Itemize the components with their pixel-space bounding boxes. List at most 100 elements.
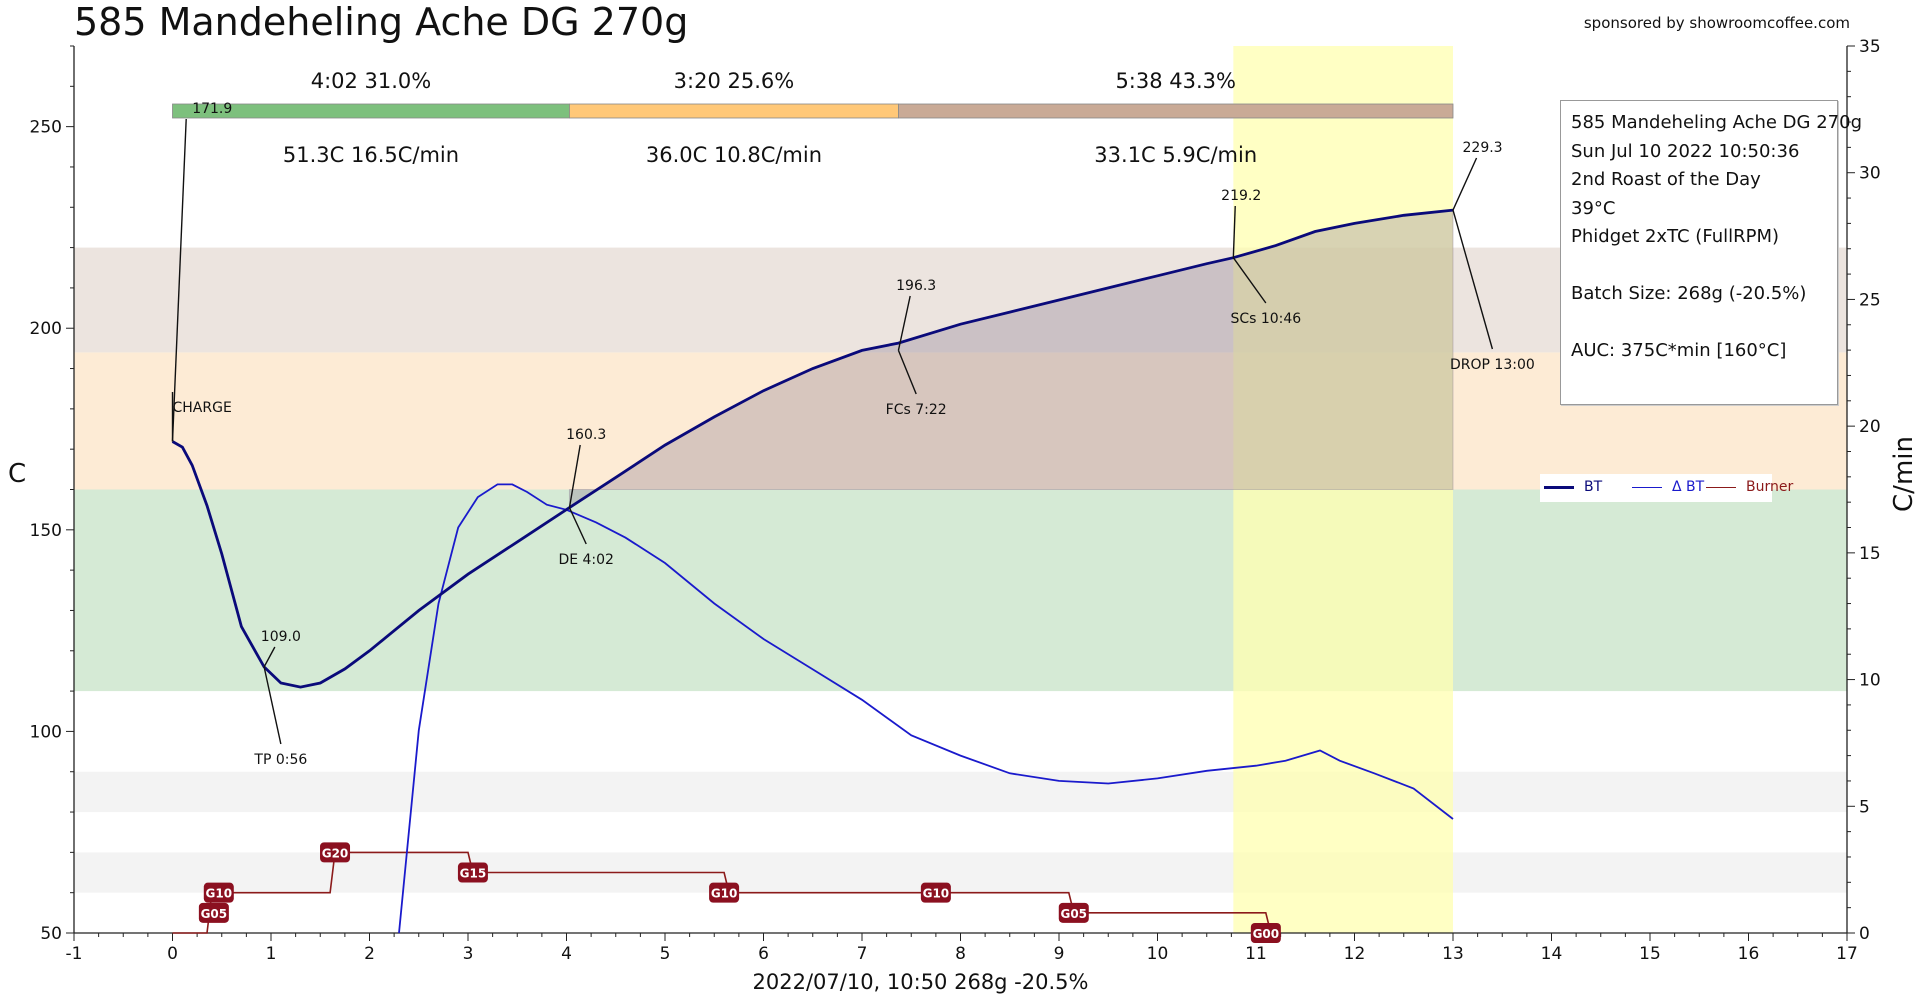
annotation-event: DROP 13:00 bbox=[1450, 357, 1535, 373]
legend-swatch bbox=[1544, 485, 1574, 489]
y-tick-label: 50 bbox=[40, 924, 62, 944]
annotation-value: 219.2 bbox=[1221, 188, 1261, 204]
x-tick-label: 0 bbox=[167, 944, 178, 964]
burner-tag-label: G05 bbox=[1060, 907, 1087, 921]
annotation-leader bbox=[171, 118, 187, 442]
y2-tick-label: 0 bbox=[1859, 924, 1870, 944]
annotation-leader bbox=[897, 350, 917, 395]
x-tick-label: 13 bbox=[1442, 944, 1464, 964]
burner-tag bbox=[203, 882, 234, 903]
x-tick-label: 10 bbox=[1147, 944, 1169, 964]
legend-label: BT bbox=[1584, 479, 1603, 495]
phase-bar-segment bbox=[898, 103, 1454, 119]
x-tick-label: 9 bbox=[1054, 944, 1065, 964]
burner-tag bbox=[320, 842, 351, 863]
y2-tick-label: 20 bbox=[1859, 417, 1881, 437]
x-tick-label: 12 bbox=[1344, 944, 1366, 964]
burner-tag-label: G10 bbox=[923, 887, 950, 901]
phase-band bbox=[74, 247, 1847, 353]
info-line: AUC: 375C*min [160°C] bbox=[1571, 340, 1787, 361]
roast-info-box: 585 Mandeheling Ache DG 270g Sun Jul 10 … bbox=[1560, 100, 1862, 405]
y-tick-label: 100 bbox=[30, 722, 62, 742]
x-tick-label: 5 bbox=[660, 944, 671, 964]
annotation-leader bbox=[897, 295, 911, 351]
x-tick-label: 16 bbox=[1738, 944, 1760, 964]
annotation-value: 160.3 bbox=[566, 427, 606, 443]
burner-tag-label: G05 bbox=[201, 907, 228, 921]
x-tick-label: 11 bbox=[1245, 944, 1267, 964]
annotation-event: CHARGE bbox=[173, 400, 232, 416]
annotation-value: 109.0 bbox=[261, 629, 301, 645]
legend-swatch bbox=[1632, 486, 1662, 488]
burner-tag-label: G10 bbox=[206, 887, 233, 901]
annotation-leader bbox=[263, 666, 282, 745]
phase-band bbox=[74, 489, 1847, 692]
y-axis-label: C bbox=[8, 459, 26, 489]
y2-tick-label: 5 bbox=[1859, 797, 1870, 817]
y2-tick-label: 15 bbox=[1859, 544, 1881, 564]
y2-axis-label: C/min bbox=[1889, 436, 1919, 512]
phase-bar-segment bbox=[569, 103, 899, 119]
phase-time-label: 4:02 31.0% bbox=[311, 69, 432, 93]
burner-tag-label: G10 bbox=[711, 887, 738, 901]
legend-label: Burner bbox=[1746, 479, 1794, 495]
info-line: 585 Mandeheling Ache DG 270g bbox=[1571, 112, 1862, 133]
annotation-event: SCs 10:46 bbox=[1230, 311, 1301, 327]
legend-label: Δ BT bbox=[1672, 479, 1705, 495]
legend-item-burner[interactable]: Burner bbox=[1706, 479, 1793, 495]
x-tick-label: -1 bbox=[66, 944, 83, 964]
info-line bbox=[1571, 252, 1837, 281]
development-window bbox=[1233, 46, 1453, 933]
x-tick-label: 6 bbox=[758, 944, 769, 964]
chart-legend[interactable]: BT Δ BT Burner bbox=[1540, 474, 1793, 502]
burner-tag-label: G20 bbox=[322, 846, 349, 860]
series-bt-line bbox=[171, 208, 1454, 689]
phase-band bbox=[74, 771, 1847, 813]
annotation-event: FCs 7:22 bbox=[886, 402, 947, 418]
x-tick-label: 2 bbox=[364, 944, 375, 964]
chart-title: 585 Mandeheling Ache DG 270g bbox=[74, 0, 689, 44]
phase-time-label: 5:38 43.3% bbox=[1115, 69, 1236, 93]
x-axis-label: 2022/07/10, 10:50 268g -20.5% bbox=[753, 970, 1089, 994]
y-tick-label: 150 bbox=[30, 521, 62, 541]
annotation-value: 171.9 bbox=[192, 101, 232, 117]
burner-tag bbox=[457, 862, 488, 883]
annotation-event: TP 0:56 bbox=[253, 752, 307, 768]
series-delta-bt-line bbox=[398, 483, 1454, 934]
phase-ror-label: 36.0C 10.8C/min bbox=[646, 143, 822, 167]
phase-band bbox=[74, 352, 1847, 490]
y2-tick-label: 30 bbox=[1859, 164, 1881, 184]
y-tick-label: 250 bbox=[30, 118, 62, 138]
x-tick-label: 15 bbox=[1639, 944, 1661, 964]
x-tick-label: 8 bbox=[955, 944, 966, 964]
burner-tag bbox=[1058, 902, 1089, 923]
annotation-leader bbox=[1232, 205, 1236, 258]
burner-tag-label: G00 bbox=[1253, 927, 1280, 941]
info-line: 2nd Roast of the Day bbox=[1571, 169, 1761, 190]
info-line: Sun Jul 10 2022 10:50:36 bbox=[1571, 140, 1800, 162]
info-line: Phidget 2xTC (FullRPM) bbox=[1571, 226, 1780, 247]
annotation-event: DE 4:02 bbox=[558, 552, 614, 568]
annotation-value: 229.3 bbox=[1463, 140, 1503, 156]
annotation-leader bbox=[1452, 157, 1478, 211]
y-tick-label: 200 bbox=[30, 319, 62, 339]
legend-item-bt[interactable]: BT bbox=[1544, 479, 1602, 495]
y2-tick-label: 25 bbox=[1859, 290, 1881, 310]
burner-tag bbox=[1250, 923, 1281, 943]
x-tick-label: 1 bbox=[266, 944, 277, 964]
x-tick-label: 17 bbox=[1836, 944, 1858, 964]
info-line: 39°C bbox=[1571, 197, 1616, 219]
x-tick-label: 14 bbox=[1541, 944, 1563, 964]
annotation-leader bbox=[1452, 209, 1494, 350]
phase-ror-label: 51.3C 16.5C/min bbox=[283, 143, 459, 167]
burner-tag-label: G15 bbox=[460, 867, 487, 881]
burner-tag bbox=[920, 882, 951, 903]
x-tick-label: 4 bbox=[561, 944, 572, 964]
annotation-leader bbox=[568, 444, 581, 508]
phase-ror-label: 33.1C 5.9C/min bbox=[1094, 143, 1257, 167]
annotation-leader bbox=[1232, 257, 1267, 304]
legend-item-delta-bt[interactable]: Δ BT bbox=[1632, 479, 1704, 495]
x-tick-label: 7 bbox=[857, 944, 868, 964]
phase-time-label: 3:20 25.6% bbox=[674, 69, 795, 93]
